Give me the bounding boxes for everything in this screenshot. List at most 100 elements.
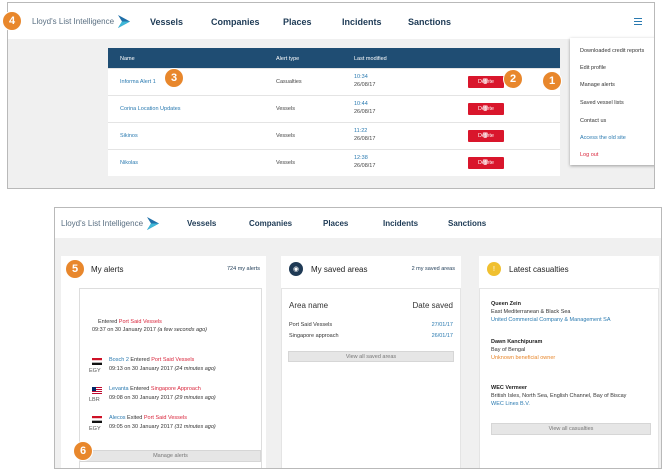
- alert-item: Levanta Entered Singapore Approach: [109, 386, 201, 392]
- alert-place-link[interactable]: Singapore Approach: [150, 386, 201, 392]
- menu-item-downloaded-credit-reports[interactable]: Downloaded credit reports: [580, 48, 645, 54]
- alerts-list: Entered Port Said Vessels 09:37 on 30 Ja…: [79, 288, 262, 468]
- menu-item-manage-alerts[interactable]: Manage alerts: [580, 82, 615, 88]
- menu-item-saved-vessel-lists[interactable]: Saved vessel lists: [580, 100, 624, 106]
- nav-vessels[interactable]: Vessels: [150, 17, 184, 27]
- saved-area-name[interactable]: Port Said Vessels: [289, 322, 333, 328]
- alert-time: 09:13 on 30 January 2017 (24 minutes ago…: [109, 366, 216, 372]
- latest-casualties-title: Latest casualties: [509, 264, 569, 274]
- alert-place-link[interactable]: Port Said Vessels: [151, 357, 195, 363]
- casualty-region: East Mediterranean & Black Sea: [491, 309, 571, 315]
- dashboard-screenshot-panel: Lloyd's List Intelligence Vessels Compan…: [54, 207, 662, 469]
- callout-badge-3: 3: [164, 68, 184, 88]
- hamburger-icon[interactable]: [634, 18, 642, 25]
- nav-places[interactable]: Places: [283, 17, 312, 27]
- nav-companies[interactable]: Companies: [211, 17, 260, 27]
- nav-places[interactable]: Places: [323, 219, 349, 228]
- alert-time: 10:44: [354, 101, 368, 107]
- alert-ago: (31 minutes ago): [174, 424, 216, 430]
- casualty-vessel[interactable]: WEC Vermeer: [491, 385, 528, 391]
- user-dropdown-menu: Downloaded credit reports Edit profile M…: [570, 38, 654, 165]
- alert-time-text: 09:05 on 30 January 2017: [109, 424, 175, 430]
- manage-alerts-button[interactable]: Manage alerts: [80, 450, 261, 462]
- callout-badge-4: 4: [2, 11, 22, 31]
- view-all-saved-areas-button[interactable]: View all saved areas: [288, 351, 454, 362]
- menu-item-edit-profile[interactable]: Edit profile: [580, 65, 606, 71]
- nav-vessels[interactable]: Vessels: [187, 219, 217, 228]
- delete-button[interactable]: 🗑 Delete: [468, 157, 504, 169]
- alert-time: 09:08 on 30 January 2017 (29 minutes ago…: [109, 395, 216, 401]
- saved-areas-count-link[interactable]: 2 my saved areas: [411, 266, 455, 272]
- logo-icon: [147, 217, 160, 230]
- nav-incidents[interactable]: Incidents: [342, 17, 382, 27]
- casualty-vessel[interactable]: Dawn Kanchipuram: [491, 339, 543, 345]
- alert-time: 12:38: [354, 155, 368, 161]
- brand-logo[interactable]: Lloyd's List Intelligence: [32, 15, 131, 28]
- callout-badge-6: 6: [73, 441, 93, 461]
- dashboard-navbar: Lloyd's List Intelligence Vessels Compan…: [55, 208, 661, 238]
- casualty-company[interactable]: WEC Lines B.V.: [491, 401, 530, 407]
- nav-sanctions[interactable]: Sanctions: [448, 219, 487, 228]
- col-name: Name: [120, 56, 135, 62]
- delete-label: Delete: [478, 79, 494, 85]
- alert-name[interactable]: Corina Location Updates: [120, 106, 181, 112]
- table-row[interactable]: Sikinos Vessels 11:22 26/08/17 🗑 Delete: [108, 122, 560, 149]
- alert-vessel-link[interactable]: Bosch 2: [109, 357, 129, 363]
- alert-name[interactable]: Sikinos: [120, 133, 138, 139]
- my-alerts-header: ● My alerts 724 my alerts: [61, 256, 266, 282]
- alert-time: 11:22: [354, 128, 368, 134]
- table-row[interactable]: Nikolas Vessels 12:38 26/08/17 🗑 Delete: [108, 149, 560, 176]
- area-name-header: Area name: [289, 301, 329, 310]
- alert-place-link[interactable]: Port Said Vessels: [118, 319, 162, 325]
- alert-name[interactable]: Nikolas: [120, 160, 139, 166]
- alert-name[interactable]: Informa Alert 1: [120, 79, 156, 85]
- alert-time: 09:37 on 30 January 2017 (a few seconds …: [92, 327, 207, 333]
- flag-code: EGY: [89, 368, 101, 374]
- saved-area-name[interactable]: Singapore approach: [289, 333, 339, 339]
- table-row[interactable]: Corina Location Updates Vessels 10:44 26…: [108, 95, 560, 122]
- view-all-casualties-button[interactable]: View all casualties: [491, 423, 651, 435]
- alert-item: Bosch 2 Entered Port Said Vessels: [109, 357, 194, 363]
- alert-date: 26/08/17: [354, 136, 376, 142]
- delete-button[interactable]: 🗑 Delete: [468, 130, 504, 142]
- alert-item: Alecos Exited Port Said Vessels: [109, 415, 187, 421]
- casualty-vessel[interactable]: Queen Zein: [491, 301, 521, 307]
- alert-time: 09:05 on 30 January 2017 (31 minutes ago…: [109, 424, 216, 430]
- menu-item-access-old-site[interactable]: Access the old site: [580, 135, 626, 141]
- alert-type: Casualties: [276, 79, 302, 85]
- alert-date: 26/08/17: [354, 82, 376, 88]
- liberia-flag-icon: [92, 387, 102, 394]
- delete-button[interactable]: 🗑 Delete: [468, 76, 504, 88]
- nav-companies[interactable]: Companies: [249, 219, 293, 228]
- brand-logo[interactable]: Lloyd's List Intelligence: [61, 217, 160, 230]
- alert-place-link[interactable]: Port Said Vessels: [143, 415, 187, 421]
- delete-label: Delete: [478, 133, 494, 139]
- my-alerts-card: ● My alerts 724 my alerts Entered Port S…: [61, 256, 266, 468]
- casualty-region: Bay of Bengal: [491, 347, 526, 353]
- nav-incidents[interactable]: Incidents: [383, 219, 419, 228]
- my-alerts-count-link[interactable]: 724 my alerts: [226, 266, 260, 272]
- alerts-table-header: Name Alert type Last modified: [108, 48, 560, 68]
- my-alerts-title: My alerts: [91, 264, 124, 274]
- alert-type: Vessels: [276, 106, 295, 112]
- alert-time-text: 09:37 on 30 January 2017: [92, 327, 158, 333]
- menu-item-log-out[interactable]: Log out: [580, 152, 599, 158]
- menu-item-contact-us[interactable]: Contact us: [580, 118, 607, 124]
- alert-type: Vessels: [276, 160, 295, 166]
- alert-verb: Entered: [128, 357, 152, 363]
- egypt-flag-icon: [92, 416, 102, 423]
- callout-badge-1: 1: [542, 71, 562, 91]
- alert-vessel-link[interactable]: Alecos: [109, 415, 126, 421]
- callout-badge-2: 2: [503, 69, 523, 89]
- nav-sanctions[interactable]: Sanctions: [408, 17, 452, 27]
- top-screenshot-panel: Lloyd's List Intelligence Vessels Compan…: [7, 2, 655, 189]
- casualty-company[interactable]: United Commercial Company & Management S…: [491, 317, 611, 323]
- delete-button[interactable]: 🗑 Delete: [468, 103, 504, 115]
- alert-item-first: Entered Port Said Vessels: [98, 319, 162, 325]
- date-saved-header: Date saved: [412, 301, 453, 310]
- saved-areas-card: ◉ My saved areas 2 my saved areas Area n…: [281, 256, 461, 468]
- latest-casualties-header: ! Latest casualties: [479, 256, 659, 282]
- casualty-company[interactable]: Unknown beneficial owner: [491, 355, 556, 361]
- warning-icon: !: [487, 262, 501, 276]
- alert-vessel-link[interactable]: Levanta: [109, 386, 129, 392]
